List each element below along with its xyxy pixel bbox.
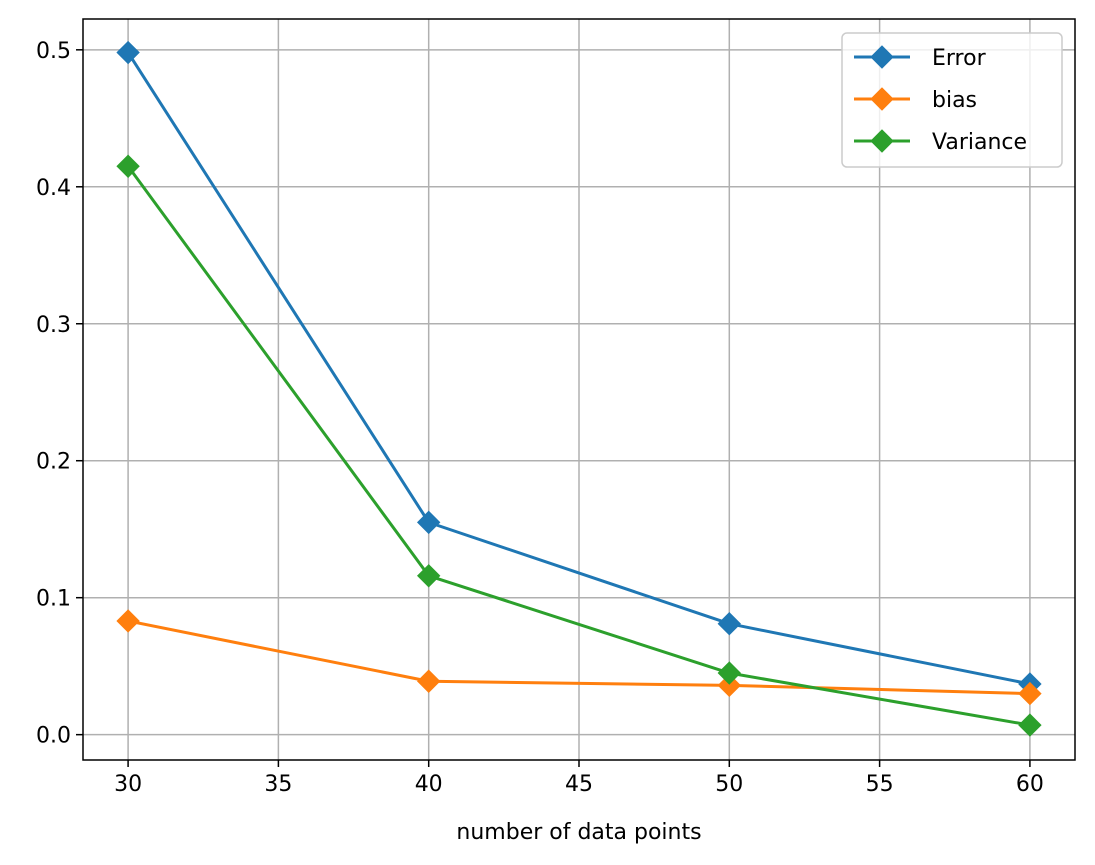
x-tick-label: 50 xyxy=(715,772,743,797)
data-point-variance xyxy=(717,661,742,685)
data-point-error xyxy=(416,510,441,535)
x-tick-label: 60 xyxy=(1016,772,1044,797)
grid xyxy=(83,19,1075,760)
series-group xyxy=(116,40,1042,737)
data-point-variance xyxy=(116,154,140,178)
data-point-error xyxy=(116,40,140,65)
x-tick-label: 40 xyxy=(415,772,443,797)
y-tick-label: 0.5 xyxy=(36,39,71,64)
x-axis-label: number of data points xyxy=(456,820,701,845)
series-line-bias xyxy=(126,619,1032,696)
legend-label: bias xyxy=(932,88,977,113)
x-tick-label: 35 xyxy=(264,772,292,797)
y-tick-label: 0.2 xyxy=(36,450,71,475)
x-tick-label: 55 xyxy=(866,772,894,797)
legend-item-error: Error xyxy=(854,45,987,71)
ticks: 30 35 40 45 50 55 60 0.0 0.1 0.2 0.3 0.4 0.5 xyxy=(36,39,1044,797)
data-point-bias xyxy=(416,669,441,693)
x-tick-label: 45 xyxy=(565,772,593,797)
legend: Error bias Variance xyxy=(841,32,1063,168)
x-tick-label: 30 xyxy=(114,772,142,797)
y-tick-label: 0.1 xyxy=(36,587,71,612)
data-point-bias xyxy=(717,673,742,698)
series-variance xyxy=(116,154,1042,737)
y-tick-label: 0.4 xyxy=(36,176,71,201)
legend-item-variance: Variance xyxy=(854,129,1027,155)
legend-box xyxy=(841,32,1063,168)
legend-label: Error xyxy=(932,46,987,71)
legend-item-bias: bias xyxy=(854,87,977,113)
series-line-variance xyxy=(125,164,1032,727)
y-tick-label: 0.0 xyxy=(36,724,71,749)
data-point-variance xyxy=(416,564,441,588)
data-point-bias xyxy=(1018,681,1042,706)
data-point-bias xyxy=(116,609,140,633)
legend-label: Variance xyxy=(932,130,1027,155)
series-bias xyxy=(116,609,1042,706)
legend-swatch-marker xyxy=(870,45,894,69)
legend-swatch-marker xyxy=(870,87,894,111)
legend-swatch-marker xyxy=(870,129,894,153)
data-point-error xyxy=(717,612,742,636)
series-line-error xyxy=(126,50,1032,686)
y-tick-label: 0.3 xyxy=(36,313,71,338)
data-point-variance xyxy=(1018,713,1042,737)
